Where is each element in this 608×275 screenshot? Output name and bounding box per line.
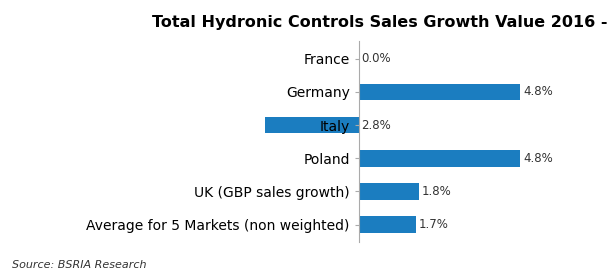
Bar [359,183,420,200]
Bar [359,216,416,233]
Text: 4.8%: 4.8% [523,85,553,98]
Text: 2.8%: 2.8% [362,119,392,131]
Text: 0.0%: 0.0% [362,52,391,65]
Text: Source: BSRIA Research: Source: BSRIA Research [12,260,147,270]
Text: 4.8%: 4.8% [523,152,553,165]
Text: 1.7%: 1.7% [419,218,449,231]
Title: Total Hydronic Controls Sales Growth Value 2016 - 2017: Total Hydronic Controls Sales Growth Val… [151,15,608,30]
Bar [359,84,520,100]
Bar [359,150,520,166]
Bar [264,117,359,133]
Text: 1.8%: 1.8% [422,185,452,198]
